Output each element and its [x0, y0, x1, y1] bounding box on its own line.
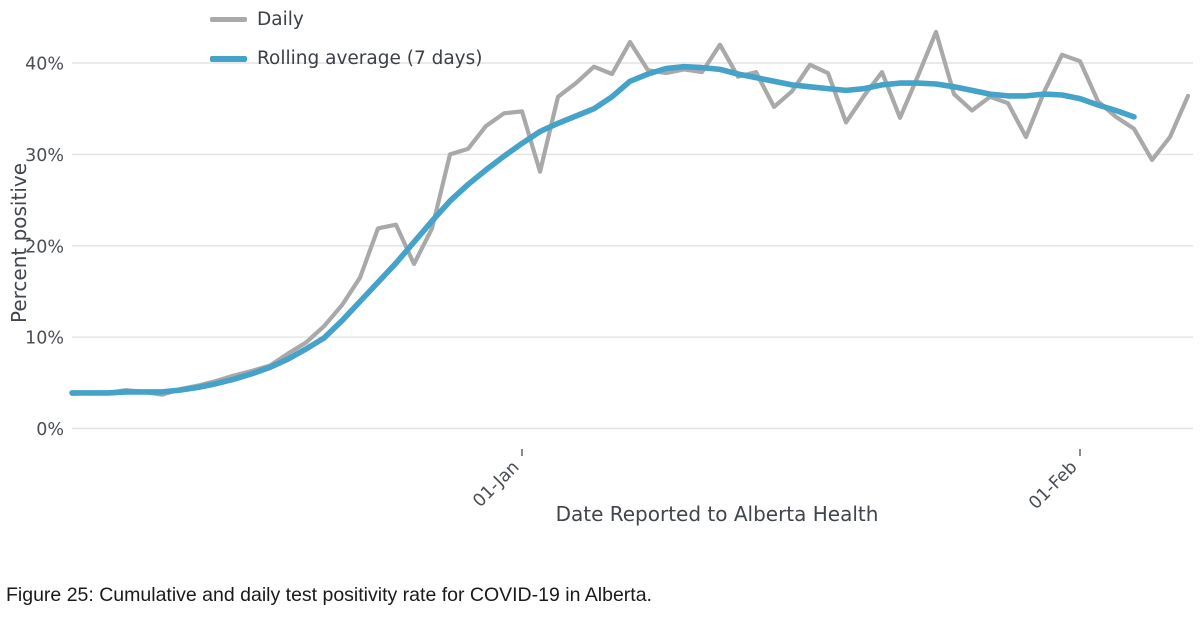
y-tick-label: 40% — [25, 55, 64, 75]
positivity-chart: 0% 10% 20% 30% 40% Percent positive 01-J… — [7, 29, 1193, 526]
legend-item-daily[interactable]: Daily — [210, 0, 482, 39]
legend-label-rolling-average: Rolling average (7 days) — [257, 48, 483, 69]
x-axis: 01-Jan 01-Feb Date Reported to Alberta H… — [469, 457, 1081, 526]
figure-caption: Figure 25: Cumulative and daily test pos… — [6, 584, 652, 606]
rolling-average-line-swatch — [210, 55, 247, 62]
legend: Daily Rolling average (7 days) — [210, 0, 482, 78]
y-tick-label: 20% — [25, 237, 64, 257]
x-tick-label: 01-Feb — [1025, 457, 1081, 513]
daily-line — [69, 29, 1191, 397]
y-axis-title: Percent positive — [7, 163, 31, 323]
gridlines — [72, 62, 1193, 430]
y-tick-label: 10% — [25, 329, 64, 349]
x-tickmarks — [521, 449, 1081, 456]
legend-label-daily: Daily — [257, 9, 304, 30]
legend-item-rolling-average[interactable]: Rolling average (7 days) — [210, 39, 482, 78]
y-axis: 0% 10% 20% 30% 40% Percent positive — [7, 55, 64, 441]
y-tick-label: 0% — [36, 420, 64, 440]
y-tick-label: 30% — [25, 146, 64, 166]
daily-line-swatch — [210, 17, 247, 22]
x-tick-label: 01-Jan — [469, 457, 523, 511]
rolling-average-line — [69, 63, 1137, 396]
x-axis-title: Date Reported to Alberta Health — [556, 502, 879, 526]
